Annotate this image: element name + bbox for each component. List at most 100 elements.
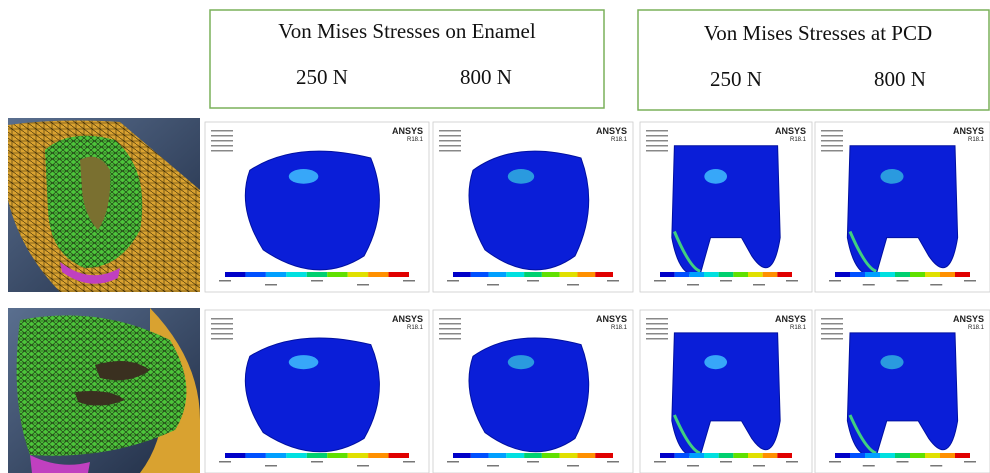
- stress-hotspot: [508, 169, 534, 184]
- scale-text: [720, 280, 732, 282]
- legend-text-line: [211, 318, 233, 320]
- legend-text-line: [211, 328, 233, 330]
- color-scale: [660, 272, 675, 277]
- color-scale: [327, 453, 347, 458]
- color-scale: [453, 272, 471, 277]
- color-scale: [389, 272, 409, 277]
- load-label: 250 N: [710, 67, 762, 91]
- color-scale: [763, 453, 778, 458]
- scale-text: [265, 284, 277, 286]
- legend-text-line: [439, 140, 461, 142]
- color-scale: [910, 272, 925, 277]
- color-scale: [675, 453, 690, 458]
- panel-brand: ANSYS: [596, 126, 627, 136]
- color-scale: [865, 272, 880, 277]
- scale-text: [311, 461, 323, 463]
- scale-text: [964, 280, 976, 282]
- color-scale: [524, 453, 542, 458]
- color-scale: [348, 272, 368, 277]
- color-scale: [689, 453, 704, 458]
- legend-text-line: [821, 333, 843, 335]
- scale-text: [930, 465, 942, 467]
- legend-text-line: [211, 338, 233, 340]
- color-scale: [925, 453, 940, 458]
- stress-hotspot: [704, 169, 727, 184]
- stress-hotspot: [508, 355, 534, 369]
- color-scale: [719, 272, 734, 277]
- scale-text: [403, 280, 415, 282]
- legend-text-line: [439, 323, 461, 325]
- color-scale: [704, 453, 719, 458]
- color-scale: [307, 272, 327, 277]
- color-scale: [348, 453, 368, 458]
- legend-text-line: [646, 140, 668, 142]
- legend-text-line: [646, 135, 668, 137]
- color-scale: [307, 453, 327, 458]
- scale-text: [447, 461, 459, 463]
- panel-version: R18.1: [611, 325, 628, 331]
- color-scale: [245, 272, 265, 277]
- color-scale: [506, 453, 524, 458]
- legend-text-line: [646, 318, 668, 320]
- scale-text: [786, 461, 798, 463]
- panel-brand: ANSYS: [775, 314, 806, 324]
- scale-text: [357, 465, 369, 467]
- color-scale: [689, 272, 704, 277]
- header-title: Von Mises Stresses on Enamel: [278, 19, 536, 43]
- color-scale: [389, 453, 409, 458]
- scale-text: [487, 465, 499, 467]
- legend-text-line: [646, 323, 668, 325]
- color-scale: [704, 272, 719, 277]
- scale-text: [403, 461, 415, 463]
- color-scale: [595, 272, 613, 277]
- header-title: Von Mises Stresses at PCD: [704, 21, 932, 45]
- legend-text-line: [211, 135, 233, 137]
- color-scale: [286, 272, 306, 277]
- color-scale: [368, 272, 388, 277]
- scale-text: [687, 465, 699, 467]
- color-scale: [850, 453, 865, 458]
- color-scale: [560, 453, 578, 458]
- color-scale: [560, 272, 578, 277]
- color-scale: [577, 272, 595, 277]
- legend-text-line: [211, 130, 233, 132]
- scale-text: [897, 461, 909, 463]
- color-scale: [675, 272, 690, 277]
- panel-version: R18.1: [790, 137, 807, 143]
- legend-text-line: [211, 150, 233, 152]
- scale-text: [527, 280, 539, 282]
- color-scale: [286, 453, 306, 458]
- scale-text: [863, 284, 875, 286]
- legend-text-line: [439, 333, 461, 335]
- color-scale: [577, 453, 595, 458]
- legend-text-line: [439, 328, 461, 330]
- legend-text-line: [821, 323, 843, 325]
- color-scale: [925, 272, 940, 277]
- color-scale: [895, 453, 910, 458]
- scale-text: [219, 461, 231, 463]
- panel-version: R18.1: [407, 137, 424, 143]
- color-scale: [748, 453, 763, 458]
- color-scale: [660, 453, 675, 458]
- panel-brand: ANSYS: [392, 126, 423, 136]
- legend-text-line: [646, 338, 668, 340]
- color-scale: [940, 272, 955, 277]
- scale-text: [654, 280, 666, 282]
- color-scale: [733, 272, 748, 277]
- legend-text-line: [211, 333, 233, 335]
- color-scale: [955, 272, 970, 277]
- scale-text: [687, 284, 699, 286]
- scale-text: [829, 280, 841, 282]
- color-scale: [225, 272, 245, 277]
- legend-text-line: [439, 150, 461, 152]
- color-scale: [850, 272, 865, 277]
- legend-text-line: [821, 328, 843, 330]
- legend-text-line: [211, 323, 233, 325]
- legend-text-line: [821, 130, 843, 132]
- legend-text-line: [439, 338, 461, 340]
- panel-version: R18.1: [790, 325, 807, 331]
- scale-text: [829, 461, 841, 463]
